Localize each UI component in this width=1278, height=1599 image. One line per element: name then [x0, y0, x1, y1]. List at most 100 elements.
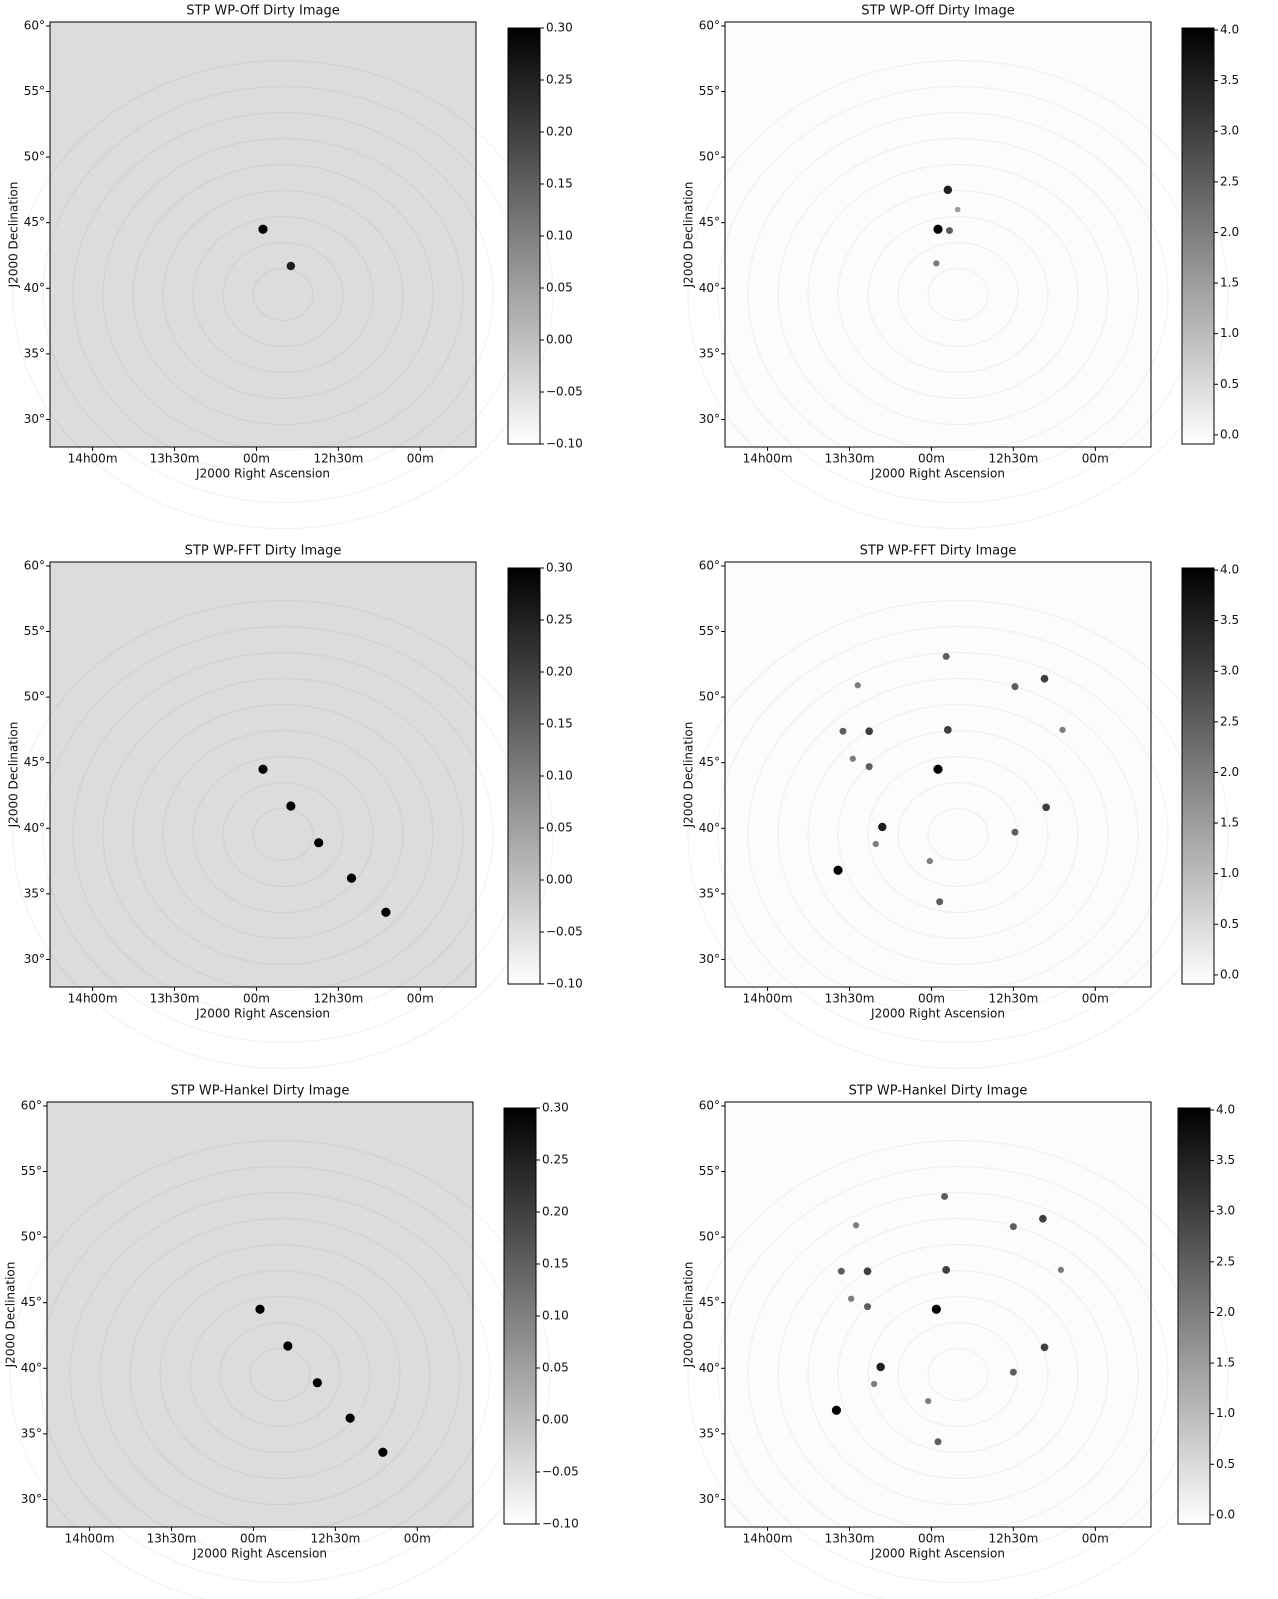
x-tick-label: 14h00m	[743, 992, 793, 1006]
x-tick-label: 00m	[243, 992, 270, 1006]
source	[941, 1193, 948, 1200]
y-axis-label: J2000 Declination	[7, 722, 21, 829]
colorbar-tick-label: 2.5	[1220, 174, 1239, 188]
colorbar-tick-label: 0.00	[546, 873, 573, 887]
source	[942, 1266, 950, 1274]
colorbar-tick-label: 0.10	[542, 1309, 569, 1323]
source	[853, 1222, 859, 1228]
colorbar-tick-label: 0.00	[546, 333, 573, 347]
x-tick-label: 00m	[240, 1532, 267, 1546]
source	[946, 227, 953, 234]
colorbar-tick-label: −0.05	[546, 385, 583, 399]
panel: STP WP-FFT Dirty ImageJ2000 Right Ascens…	[682, 544, 1240, 1069]
colorbar-tick-label: 4.0	[1220, 563, 1239, 577]
y-axis-label: J2000 Declination	[7, 182, 21, 289]
x-tick-label: 13h30m	[825, 992, 875, 1006]
source	[871, 1381, 877, 1387]
panel-title: STP WP-Hankel Dirty Image	[171, 1084, 350, 1099]
colorbar	[504, 1108, 536, 1524]
source	[839, 728, 846, 735]
x-tick-label: 13h30m	[825, 452, 875, 466]
image-background	[50, 562, 476, 987]
y-tick-label: 35°	[699, 886, 720, 900]
colorbar-tick-label: 1.5	[1220, 276, 1239, 290]
panel-title: STP WP-FFT Dirty Image	[860, 544, 1017, 559]
colorbar-tick-label: 1.0	[1220, 866, 1239, 880]
y-tick-label: 50°	[24, 150, 45, 164]
colorbar	[1178, 1108, 1210, 1524]
y-tick-label: 35°	[699, 346, 720, 360]
x-axis-label: J2000 Right Ascension	[870, 467, 1005, 481]
colorbar-tick-label: 0.20	[542, 1205, 569, 1219]
y-tick-label: 45°	[699, 1295, 720, 1309]
source	[833, 866, 842, 875]
colorbar-tick-label: 4.0	[1216, 1103, 1235, 1117]
x-tick-label: 14h00m	[68, 452, 118, 466]
colorbar	[508, 568, 540, 984]
y-tick-label: 30°	[699, 952, 720, 966]
y-tick-label: 50°	[21, 1230, 42, 1244]
source	[866, 763, 873, 770]
x-tick-label: 00m	[407, 992, 434, 1006]
y-tick-label: 40°	[699, 1361, 720, 1375]
source	[258, 765, 267, 774]
image-background	[50, 22, 476, 447]
source	[944, 186, 952, 194]
source	[1010, 1223, 1017, 1230]
colorbar-tick-label: 0.0	[1220, 427, 1239, 441]
colorbar-tick-label: 3.0	[1216, 1204, 1235, 1218]
panel: STP WP-Off Dirty ImageJ2000 Right Ascens…	[682, 4, 1240, 529]
source	[1041, 675, 1049, 683]
y-tick-label: 60°	[699, 18, 720, 32]
source	[378, 1448, 387, 1457]
source	[381, 908, 390, 917]
source	[1039, 1215, 1047, 1223]
source	[876, 1363, 884, 1371]
y-tick-label: 55°	[24, 624, 45, 638]
colorbar-tick-label: 0.5	[1220, 917, 1239, 931]
source	[287, 262, 295, 270]
y-tick-label: 60°	[21, 1098, 42, 1112]
source	[865, 727, 873, 735]
colorbar-tick-label: 0.30	[546, 561, 573, 575]
panel-title: STP WP-Off Dirty Image	[186, 4, 340, 19]
source	[1059, 727, 1065, 733]
colorbar-tick-label: 0.25	[546, 73, 573, 87]
source	[936, 898, 943, 905]
y-axis-label: J2000 Declination	[682, 1262, 696, 1369]
source	[944, 726, 952, 734]
colorbar-tick-label: 2.5	[1216, 1254, 1235, 1268]
colorbar-tick-label: 1.5	[1220, 816, 1239, 830]
colorbar	[1182, 568, 1214, 984]
source	[927, 858, 933, 864]
x-axis-label: J2000 Right Ascension	[192, 1547, 327, 1561]
y-tick-label: 30°	[699, 412, 720, 426]
source	[848, 1296, 854, 1302]
colorbar-tick-label: −0.10	[542, 1517, 579, 1531]
y-tick-label: 55°	[699, 1164, 720, 1178]
x-tick-label: 00m	[1082, 452, 1109, 466]
source	[864, 1267, 872, 1275]
source	[855, 682, 861, 688]
colorbar-tick-label: 0.15	[542, 1257, 569, 1271]
x-tick-label: 00m	[243, 452, 270, 466]
y-tick-label: 50°	[699, 150, 720, 164]
colorbar-tick-label: −0.10	[546, 977, 583, 991]
colorbar-tick-label: 1.0	[1220, 326, 1239, 340]
y-tick-label: 40°	[699, 821, 720, 835]
y-tick-label: 60°	[24, 558, 45, 572]
source	[850, 756, 856, 762]
x-tick-label: 00m	[918, 992, 945, 1006]
colorbar	[1182, 28, 1214, 444]
source	[1010, 1369, 1017, 1376]
source	[346, 1414, 355, 1423]
y-tick-label: 50°	[699, 690, 720, 704]
colorbar-tick-label: 3.0	[1220, 664, 1239, 678]
colorbar-tick-label: 0.10	[546, 769, 573, 783]
y-tick-label: 40°	[24, 821, 45, 835]
y-tick-label: 30°	[21, 1492, 42, 1506]
colorbar-tick-label: 0.10	[546, 229, 573, 243]
source	[878, 823, 886, 831]
